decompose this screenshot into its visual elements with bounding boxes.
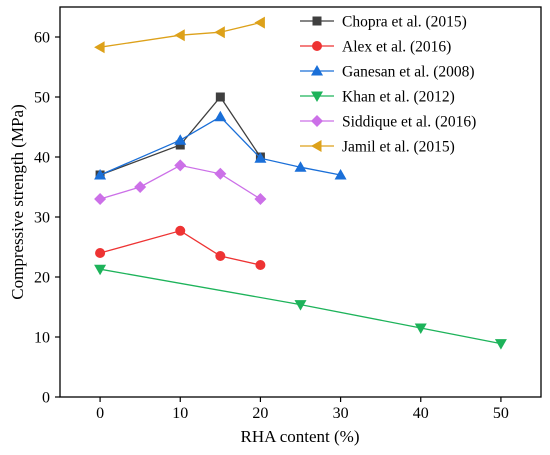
- x-tick-label: 0: [96, 405, 104, 422]
- series-group: [94, 110, 347, 180]
- legend-label: Jamil et al. (2015): [342, 139, 455, 156]
- legend: Chopra et al. (2015) Alex et al. (2016) Ga…: [300, 14, 476, 156]
- series-group: [95, 225, 266, 270]
- legend-item: Khan et al. (2012): [300, 89, 455, 106]
- legend-item: Chopra et al. (2015): [300, 14, 467, 31]
- data-point: [174, 29, 185, 42]
- x-tick-label: 30: [333, 405, 349, 422]
- data-point: [254, 152, 267, 163]
- data-point: [94, 264, 107, 276]
- legend-marker: [311, 91, 323, 102]
- data-point: [334, 169, 347, 180]
- legend-label: Chopra et al. (2015): [342, 14, 467, 31]
- data-point: [174, 134, 187, 145]
- legend-label: Khan et al. (2012): [342, 89, 455, 106]
- y-tick-label: 10: [34, 330, 50, 347]
- legend-item: Siddique et al. (2016): [300, 114, 476, 131]
- y-tick-label: 30: [34, 210, 50, 227]
- data-point: [175, 140, 185, 150]
- y-tick-label: 50: [34, 90, 50, 107]
- axis-ticks: 0 10 20 30 40 50 0 10 20 30 40 50 60: [34, 30, 509, 423]
- y-tick-label: 20: [34, 270, 50, 287]
- data-point: [175, 225, 186, 236]
- legend-label: Alex et al. (2016): [342, 39, 451, 56]
- y-tick-label: 60: [34, 30, 50, 47]
- data-point: [174, 159, 187, 172]
- data-point: [255, 260, 266, 270]
- x-tick-label: 40: [413, 405, 429, 422]
- legend-marker: [312, 41, 322, 51]
- series-line: [99, 268, 502, 345]
- data-point: [95, 248, 106, 258]
- data-point: [214, 167, 227, 180]
- data-point: [94, 169, 107, 180]
- data-point: [254, 16, 265, 29]
- series-group: [94, 16, 265, 54]
- data-point: [414, 323, 427, 334]
- data-point: [254, 193, 267, 205]
- series-line: [99, 230, 261, 266]
- x-axis-title: RHA content (%): [241, 427, 360, 446]
- legend-item: Ganesan et al. (2008): [300, 64, 475, 81]
- data-point: [214, 110, 227, 122]
- data-point: [134, 181, 147, 193]
- data-point: [214, 26, 225, 39]
- data-point: [494, 339, 507, 350]
- y-axis-title: Compressive strength (MPa): [8, 104, 27, 299]
- series-line: [99, 21, 261, 48]
- legend-item: Jamil et al. (2015): [300, 139, 455, 156]
- data-point: [94, 193, 107, 205]
- data-point: [215, 251, 226, 261]
- data-point: [215, 92, 225, 102]
- legend-marker: [311, 65, 323, 76]
- series-line: [99, 115, 341, 176]
- data-point: [294, 300, 307, 311]
- legend-label: Siddique et al. (2016): [342, 114, 476, 131]
- legend-label: Ganesan et al. (2008): [342, 64, 475, 81]
- data-point: [94, 41, 105, 54]
- data-point: [294, 161, 307, 172]
- x-tick-label: 50: [493, 405, 509, 422]
- series-line: [99, 95, 261, 176]
- legend-marker: [311, 115, 323, 127]
- y-tick-label: 40: [34, 150, 50, 167]
- series-group: [94, 159, 267, 205]
- legend-marker: [311, 140, 322, 152]
- legend-marker: [312, 16, 322, 26]
- plot-frame: [59, 6, 542, 398]
- series-group: [94, 264, 507, 350]
- x-tick-label: 20: [252, 405, 268, 422]
- y-tick-label: 0: [42, 390, 50, 407]
- legend-item: Alex et al. (2016): [300, 39, 451, 56]
- x-tick-label: 10: [172, 405, 188, 422]
- data-series: [94, 16, 507, 350]
